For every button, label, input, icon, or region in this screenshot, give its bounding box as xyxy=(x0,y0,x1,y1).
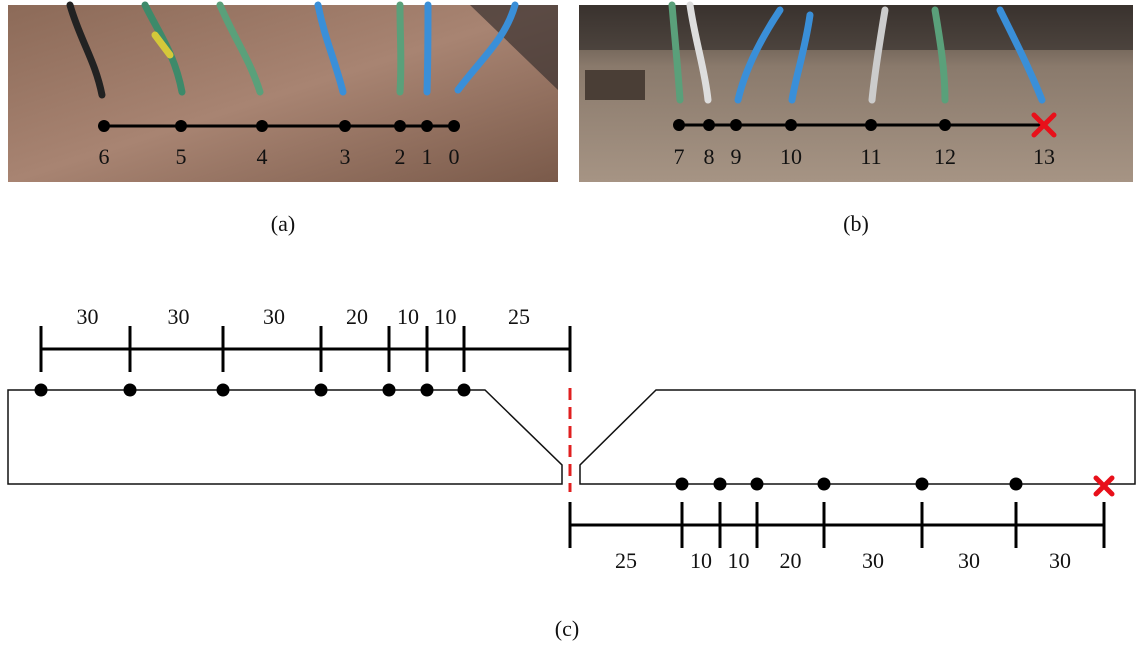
dimension-label: 10 xyxy=(690,548,712,573)
point-label: 0 xyxy=(449,144,460,169)
sensor-dot xyxy=(714,478,727,491)
sensor-dot xyxy=(124,384,137,397)
failure-mark xyxy=(1096,478,1112,494)
dimension-label: 20 xyxy=(346,304,368,329)
point-label: 5 xyxy=(176,144,187,169)
dimension-label: 30 xyxy=(1049,548,1071,573)
sensor-dot xyxy=(98,120,110,132)
photo-a xyxy=(8,5,558,182)
sensor-dot xyxy=(394,120,406,132)
sensor-dot xyxy=(35,384,48,397)
panel-label: (b) xyxy=(843,211,869,236)
point-label: 7 xyxy=(674,144,685,169)
sensor-dot xyxy=(939,119,951,131)
dimension-label: 25 xyxy=(615,548,637,573)
point-label: 3 xyxy=(340,144,351,169)
point-label: 10 xyxy=(780,144,802,169)
dimension-label: 10 xyxy=(728,548,750,573)
sensor-dot xyxy=(421,120,433,132)
sensor-dot xyxy=(865,119,877,131)
sensor-dot xyxy=(751,478,764,491)
sensor-dot xyxy=(175,120,187,132)
point-label: 2 xyxy=(395,144,406,169)
sensor-dot xyxy=(916,478,929,491)
dimension-label: 30 xyxy=(168,304,190,329)
sensor-dot xyxy=(256,120,268,132)
point-label: 8 xyxy=(704,144,715,169)
sensor-dot xyxy=(818,478,831,491)
point-label: 9 xyxy=(731,144,742,169)
sensor-dot xyxy=(673,119,685,131)
point-label: 1 xyxy=(422,144,433,169)
point-label: 11 xyxy=(860,144,881,169)
point-label: 4 xyxy=(257,144,268,169)
sensor-dot xyxy=(217,384,230,397)
sensor-dot xyxy=(785,119,797,131)
figure: 6543210789101112133030302010102525101020… xyxy=(0,0,1136,645)
sensor-dot xyxy=(383,384,396,397)
point-label: 6 xyxy=(99,144,110,169)
dimension-label: 20 xyxy=(780,548,802,573)
sensor-dot xyxy=(315,384,328,397)
sensor-dot xyxy=(421,384,434,397)
point-label: 13 xyxy=(1033,144,1055,169)
sensor-dot xyxy=(448,120,460,132)
sensor-dot xyxy=(339,120,351,132)
dimension-label: 10 xyxy=(397,304,419,329)
sensor-dot xyxy=(1010,478,1023,491)
sensor-dot xyxy=(676,478,689,491)
sensor-dot xyxy=(703,119,715,131)
panel-label: (a) xyxy=(271,211,295,236)
dimension-label: 25 xyxy=(508,304,530,329)
dimension-label: 10 xyxy=(435,304,457,329)
dimension-label: 30 xyxy=(263,304,285,329)
dimension-label: 30 xyxy=(862,548,884,573)
point-label: 12 xyxy=(934,144,956,169)
sensor-dot xyxy=(458,384,471,397)
dimension-label: 30 xyxy=(77,304,99,329)
sensor-dot xyxy=(730,119,742,131)
panel-label: (c) xyxy=(555,616,579,641)
dimension-label: 30 xyxy=(958,548,980,573)
